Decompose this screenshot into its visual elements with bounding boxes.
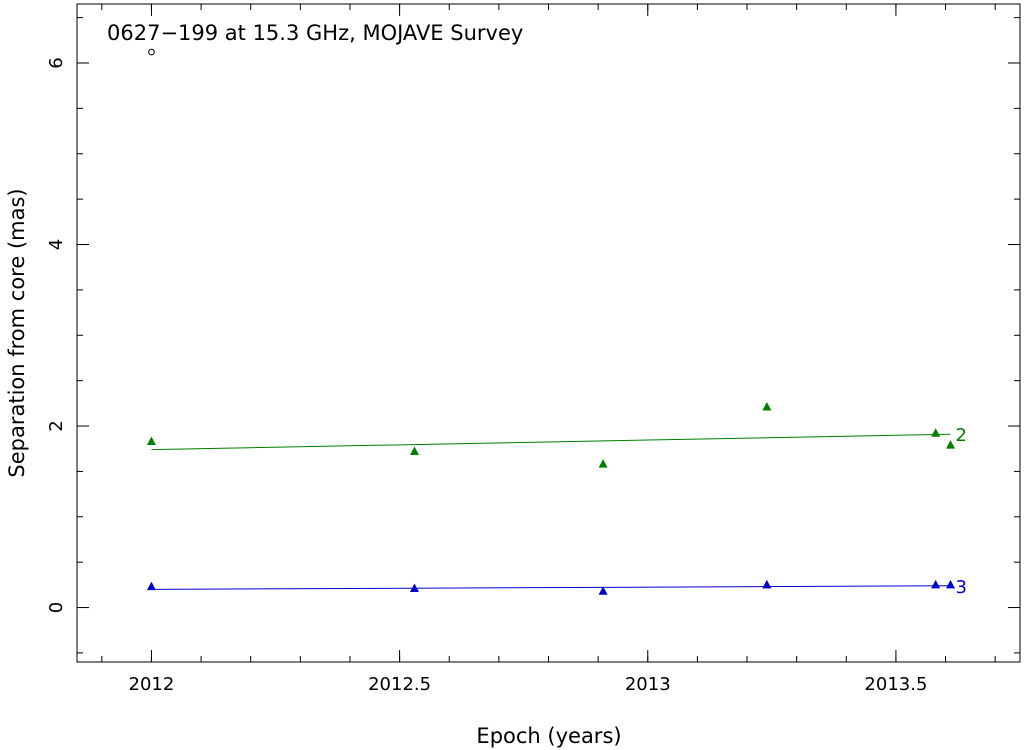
- y-tick-label: 4: [46, 239, 67, 250]
- data-point: [931, 428, 941, 437]
- x-tick-label: 2013: [625, 674, 671, 695]
- series-label-3: 3: [956, 577, 967, 598]
- data-point: [146, 436, 156, 445]
- data-point: [409, 583, 419, 592]
- x-tick-label: 2012: [129, 674, 175, 695]
- y-tick-label: 0: [46, 602, 67, 613]
- data-point: [148, 48, 155, 56]
- y-axis-label: Separation from core (mas): [5, 188, 29, 477]
- data-point: [762, 579, 772, 589]
- series-labels: 23: [956, 425, 967, 598]
- data-point: [409, 446, 419, 455]
- x-axis-label: Epoch (years): [476, 724, 621, 748]
- chart-title: 0627−199 at 15.3 GHz, MOJAVE Survey: [107, 21, 523, 45]
- data-point: [598, 459, 608, 468]
- data-point: [931, 579, 941, 589]
- data-points: [146, 48, 956, 595]
- y-tick-label: 6: [46, 57, 67, 68]
- x-tick-label: 2012.5: [368, 674, 431, 695]
- y-tick-label: 2: [46, 420, 67, 431]
- series-label-2: 2: [956, 425, 967, 446]
- axis-ticks: [77, 4, 1020, 662]
- tick-labels: 2012 2012.5 2013 2013.5 0 2 4 6: [46, 57, 927, 695]
- data-point: [598, 586, 608, 595]
- data-point: [146, 581, 156, 591]
- x-tick-label: 2013.5: [864, 674, 927, 695]
- data-point: [946, 579, 956, 589]
- plot-frame: [76, 3, 1021, 663]
- fit-line-2: [151, 433, 951, 451]
- fit-lines: [151, 433, 951, 590]
- data-point: [946, 440, 956, 449]
- data-point: [762, 401, 772, 411]
- fit-line-3: [151, 585, 951, 590]
